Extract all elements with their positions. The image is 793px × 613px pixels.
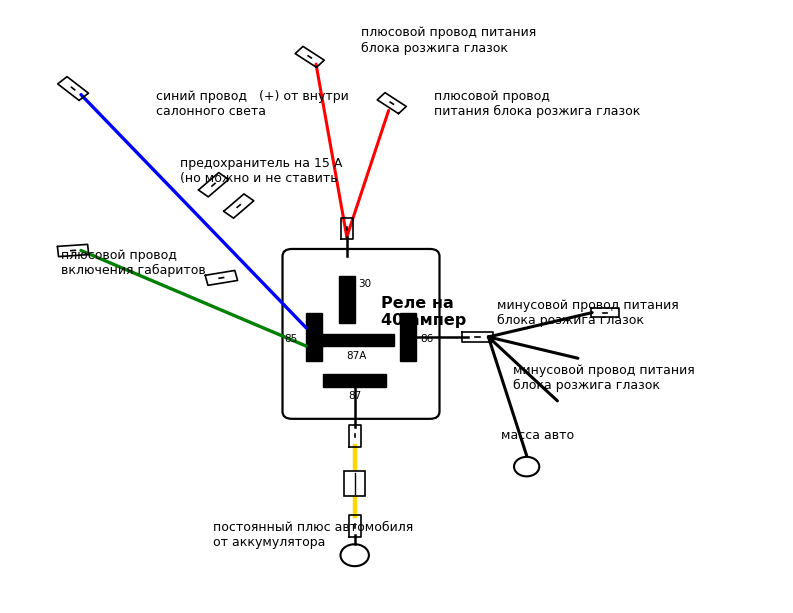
Text: 85: 85: [284, 334, 297, 345]
Text: 87: 87: [348, 392, 362, 402]
Bar: [306, 313, 322, 360]
Text: масса авто: масса авто: [500, 430, 574, 443]
Bar: [316, 334, 394, 346]
Bar: [339, 276, 354, 324]
Text: Реле на
40 ампер: Реле на 40 ампер: [381, 296, 466, 329]
Bar: [323, 375, 386, 387]
Bar: [400, 313, 416, 360]
Text: минусовой провод питания
блока розжига глазок: минусовой провод питания блока розжига г…: [497, 299, 680, 327]
Text: плюсовой провод питания
блока розжига глазок: плюсовой провод питания блока розжига гл…: [361, 26, 536, 55]
Bar: [344, 471, 365, 496]
Text: 30: 30: [358, 279, 372, 289]
Text: плюсовой провод
включения габаритов: плюсовой провод включения габаритов: [61, 249, 206, 276]
FancyBboxPatch shape: [282, 249, 439, 419]
Text: синий провод   (+) от внутри
салонного света: синий провод (+) от внутри салонного све…: [156, 90, 349, 118]
Text: 86: 86: [419, 334, 433, 345]
Text: минусовой провод питания
блока розжига глазок: минусовой провод питания блока розжига г…: [513, 364, 695, 392]
Text: постоянный плюс автомобиля
от аккумулятора: постоянный плюс автомобиля от аккумулято…: [213, 521, 414, 549]
Text: плюсовой провод
питания блока розжига глазок: плюсовой провод питания блока розжига гл…: [435, 90, 641, 118]
Text: предохранитель на 15 А
(но можно и не ставить: предохранитель на 15 А (но можно и не ст…: [179, 158, 342, 185]
Text: 87A: 87A: [346, 351, 366, 361]
